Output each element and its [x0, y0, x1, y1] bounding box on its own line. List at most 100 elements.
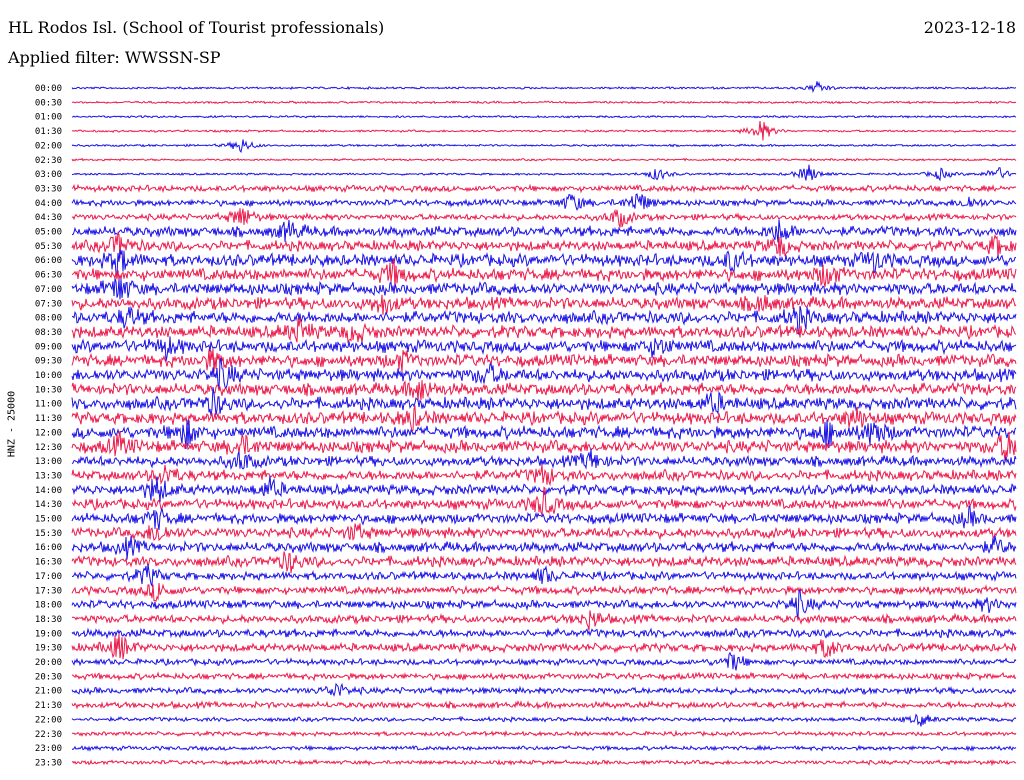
- trace-line: [71, 231, 1017, 259]
- trace-line: [71, 633, 1017, 660]
- row-time-label: 21:00: [35, 687, 62, 697]
- row-time-label: 04:30: [35, 213, 62, 223]
- trace-line: [71, 430, 1017, 463]
- row-time-label: 18:00: [35, 601, 62, 611]
- row-time-label: 22:00: [35, 715, 62, 725]
- trace-line: [71, 249, 1017, 277]
- trace-line: [71, 610, 1017, 631]
- trace-line: [71, 419, 1017, 450]
- trace-line: [71, 100, 1017, 105]
- row-time-label: 06:00: [35, 256, 62, 266]
- trace-line: [71, 535, 1017, 560]
- row-time-label: 07:00: [35, 285, 62, 295]
- row-time-label: 04:00: [35, 199, 62, 209]
- row-time-label: 00:30: [35, 98, 62, 108]
- trace-line: [71, 744, 1017, 752]
- row-time-label: 03:30: [35, 184, 62, 194]
- row-time-label: 08:00: [35, 314, 62, 324]
- row-time-label: 15:00: [35, 515, 62, 525]
- trace-line: [71, 219, 1017, 243]
- row-time-label: 08:30: [35, 328, 62, 338]
- row-time-label: 02:30: [35, 156, 62, 166]
- row-time-label: 19:30: [35, 644, 62, 654]
- trace-line: [71, 464, 1017, 487]
- trace-line: [71, 651, 1017, 671]
- trace-line: [71, 294, 1017, 315]
- row-time-label: 00:00: [35, 84, 62, 94]
- trace-line: [71, 682, 1017, 697]
- trace-line: [71, 317, 1017, 344]
- row-time-label: 10:30: [35, 385, 62, 395]
- row-time-label: 02:00: [35, 141, 62, 151]
- row-time-label: 17:30: [35, 586, 62, 596]
- trace-line: [71, 627, 1017, 640]
- trace-line: [71, 486, 1017, 515]
- row-time-label: 14:30: [35, 500, 62, 510]
- row-time-label: 12:30: [35, 443, 62, 453]
- row-time-label: 16:30: [35, 558, 62, 568]
- row-time-label: 20:00: [35, 658, 62, 668]
- trace-line: [71, 336, 1017, 362]
- row-time-label: 14:00: [35, 486, 62, 496]
- trace-line: [71, 671, 1017, 682]
- row-time-label: 01:00: [35, 113, 62, 123]
- trace-line: [71, 357, 1017, 390]
- trace-line: [71, 348, 1017, 373]
- trace-line: [71, 582, 1017, 602]
- row-time-label: 23:30: [35, 758, 62, 768]
- trace-line: [71, 589, 1017, 620]
- row-time-label: 09:30: [35, 357, 62, 367]
- trace-line: [71, 387, 1017, 416]
- trace-line: [71, 448, 1017, 471]
- row-time-label: 06:30: [35, 271, 62, 281]
- row-time-label: 21:30: [35, 701, 62, 711]
- applied-filter: Applied filter: WWSSN-SP: [8, 48, 221, 67]
- trace-line: [71, 278, 1017, 300]
- station-title: HL Rodos Isl. (School of Tourist profess…: [8, 18, 385, 37]
- trace-line: [71, 120, 1017, 141]
- row-time-label: 11:30: [35, 414, 62, 424]
- trace-line: [71, 183, 1017, 194]
- row-time-label: 18:30: [35, 615, 62, 625]
- row-time-label: 05:00: [35, 228, 62, 238]
- trace-line: [71, 564, 1017, 588]
- trace-line: [71, 699, 1017, 711]
- trace-line: [71, 193, 1017, 211]
- row-time-label: 16:00: [35, 543, 62, 553]
- row-time-label: 03:00: [35, 170, 62, 180]
- row-time-label: 13:30: [35, 471, 62, 481]
- row-time-label: 19:00: [35, 629, 62, 639]
- row-time-label: 12:00: [35, 428, 62, 438]
- row-time-label: 09:00: [35, 342, 62, 352]
- row-time-label: 01:30: [35, 127, 62, 137]
- trace-line: [71, 404, 1017, 433]
- trace-line: [71, 551, 1017, 574]
- trace-line: [71, 505, 1017, 531]
- trace-line: [71, 114, 1017, 119]
- row-time-label: 11:00: [35, 400, 62, 410]
- trace-line: [71, 380, 1017, 402]
- trace-line: [71, 139, 1017, 153]
- trace-line: [71, 713, 1017, 727]
- trace-line: [71, 208, 1017, 228]
- trace-line: [71, 164, 1017, 182]
- row-time-label: 05:30: [35, 242, 62, 252]
- trace-line: [71, 475, 1017, 503]
- record-date: 2023-12-18: [923, 18, 1016, 37]
- row-time-label: 13:00: [35, 457, 62, 467]
- trace-line: [71, 81, 1017, 94]
- trace-line: [71, 305, 1017, 336]
- row-time-label: 20:30: [35, 672, 62, 682]
- row-time-label: 07:30: [35, 299, 62, 309]
- trace-line: [71, 729, 1017, 738]
- row-time-label: 22:30: [35, 730, 62, 740]
- row-time-label: 15:30: [35, 529, 62, 539]
- trace-line: [71, 157, 1017, 162]
- trace-line: [71, 758, 1017, 767]
- row-time-label: 17:00: [35, 572, 62, 582]
- trace-line: [71, 523, 1017, 542]
- row-time-label: 10:00: [35, 371, 62, 381]
- row-time-label: 23:00: [35, 744, 62, 754]
- trace-line: [71, 258, 1017, 289]
